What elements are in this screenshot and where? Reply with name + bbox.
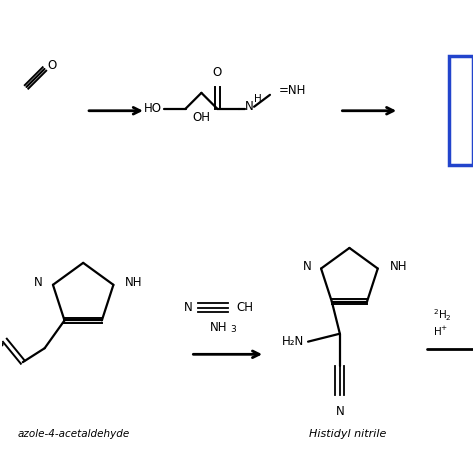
Text: HO: HO — [144, 102, 162, 115]
Text: N: N — [34, 276, 43, 289]
Text: O: O — [213, 66, 222, 79]
Text: N: N — [184, 301, 192, 314]
Text: N: N — [336, 405, 344, 418]
Text: NH: NH — [125, 276, 143, 289]
Bar — [449, 56, 473, 165]
Text: H₂N: H₂N — [282, 335, 304, 348]
Text: H$^{+}$: H$^{+}$ — [433, 325, 448, 338]
Text: N: N — [245, 100, 254, 113]
Text: NH: NH — [210, 321, 227, 334]
Text: H: H — [254, 94, 262, 104]
Text: CH: CH — [236, 301, 253, 314]
Text: azole-4-acetaldehyde: azole-4-acetaldehyde — [17, 429, 129, 439]
Text: N: N — [302, 260, 311, 273]
Text: NH: NH — [390, 260, 407, 273]
Text: OH: OH — [192, 111, 210, 124]
Text: O: O — [48, 58, 57, 72]
Text: =NH: =NH — [279, 84, 306, 97]
Text: Histidyl nitrile: Histidyl nitrile — [309, 429, 386, 439]
Text: $^{2}$H$_{2}$: $^{2}$H$_{2}$ — [433, 308, 452, 323]
Text: 3: 3 — [230, 325, 236, 334]
